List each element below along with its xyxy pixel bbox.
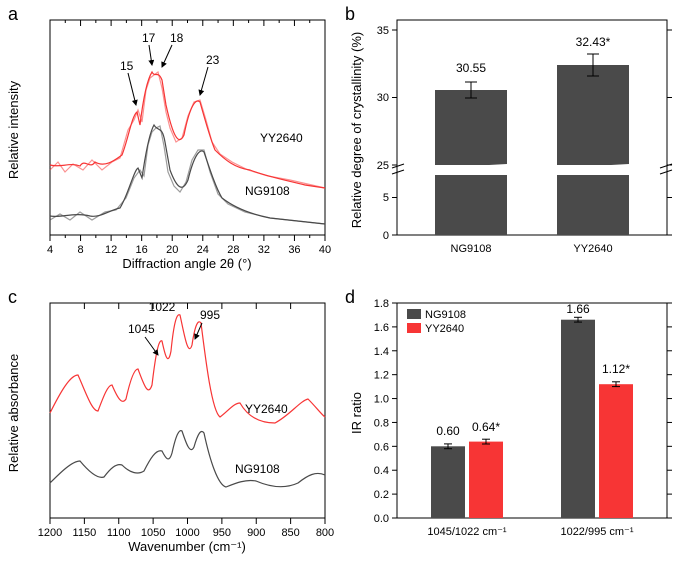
cat-yy: YY2640 xyxy=(573,243,612,255)
svg-text:800: 800 xyxy=(316,527,334,539)
anno-995: 995 xyxy=(200,308,220,322)
panel-b: b xyxy=(345,0,683,283)
svg-text:850: 850 xyxy=(281,527,299,539)
svg-text:40: 40 xyxy=(319,244,331,256)
panel-a-annotations: 15 17 18 23 xyxy=(120,31,220,105)
legend-swatch-yy xyxy=(407,323,421,333)
svg-text:0: 0 xyxy=(383,230,389,242)
svg-text:16: 16 xyxy=(136,244,148,256)
svg-text:0.8: 0.8 xyxy=(374,417,389,429)
anno-17: 17 xyxy=(142,31,156,45)
svg-text:24: 24 xyxy=(197,244,209,256)
label-yy2640-a: YY2640 xyxy=(260,131,303,145)
bar-ng9108 xyxy=(435,82,507,235)
label-ng9108-c: NG9108 xyxy=(235,462,280,476)
panel-a-ylabel: Relative intensity xyxy=(6,80,21,179)
cat-d2: 1022/995 cm⁻¹ xyxy=(560,526,633,538)
bar-yy2640 xyxy=(557,54,629,235)
svg-text:36: 36 xyxy=(288,244,300,256)
arrow-17 xyxy=(149,45,152,65)
anno-1045: 1045 xyxy=(128,322,155,336)
panel-b-label: b xyxy=(345,4,355,25)
panel-c-xaxis: 1200 1150 1100 1050 1000 950 900 850 800 xyxy=(38,303,334,539)
bar-g1-yy xyxy=(469,442,503,518)
svg-text:35: 35 xyxy=(377,25,389,37)
anno-23: 23 xyxy=(206,53,220,67)
svg-text:28: 28 xyxy=(227,244,239,256)
panel-c-xlabel: Wavenumber (cm⁻¹) xyxy=(128,539,246,554)
panel-a-label: a xyxy=(8,4,18,25)
bar-g2-yy xyxy=(599,384,633,518)
cat-d1: 1045/1022 cm⁻¹ xyxy=(427,526,507,538)
cat-ng: NG9108 xyxy=(451,243,492,255)
panel-a-svg: 15 17 18 23 YY2640 NG9108 4 8 12 16 20 24 28 32… xyxy=(0,0,340,283)
svg-text:1000: 1000 xyxy=(175,527,199,539)
anno-18: 18 xyxy=(170,31,184,45)
svg-text:1050: 1050 xyxy=(141,527,165,539)
arrow-23 xyxy=(200,67,208,95)
svg-text:1.8: 1.8 xyxy=(374,298,389,310)
label-yy2640-c: YY2640 xyxy=(245,402,288,416)
arrow-18 xyxy=(162,45,172,67)
panel-d: d 0.0 0.2 0.4 0.6 0.8 1.0 1.2 1.4 1.6 1.8 0.60 0.… xyxy=(345,283,683,566)
legend-yy: YY2640 xyxy=(425,323,464,335)
svg-text:32: 32 xyxy=(258,244,270,256)
svg-text:12: 12 xyxy=(105,244,117,256)
svg-text:0.0: 0.0 xyxy=(374,513,389,525)
svg-text:1100: 1100 xyxy=(107,527,131,539)
svg-text:1.4: 1.4 xyxy=(374,346,389,358)
arrow-1045 xyxy=(145,337,158,355)
svg-text:1.6: 1.6 xyxy=(374,322,389,334)
anno-15: 15 xyxy=(120,59,134,73)
svg-text:900: 900 xyxy=(247,527,265,539)
panel-c-label: c xyxy=(8,287,17,308)
legend-swatch-ng xyxy=(407,309,421,319)
svg-text:20: 20 xyxy=(166,244,178,256)
panel-c-ylabel: Relative absorbance xyxy=(6,354,21,473)
arrow-15 xyxy=(128,73,136,105)
figure: a 15 xyxy=(0,0,685,566)
svg-text:1150: 1150 xyxy=(73,527,97,539)
svg-text:1.2: 1.2 xyxy=(374,370,389,382)
group-1045-1022: 0.60 0.64* xyxy=(431,420,503,518)
svg-text:0.4: 0.4 xyxy=(374,465,389,477)
svg-text:1200: 1200 xyxy=(38,527,62,539)
panel-b-svg: 30.55 32.43* 25 30 35 0 5 xyxy=(345,0,683,283)
label-ng9108-a: NG9108 xyxy=(245,184,290,198)
val-g1-ng: 0.60 xyxy=(436,424,460,438)
svg-text:5: 5 xyxy=(383,192,389,204)
svg-text:1.0: 1.0 xyxy=(374,394,389,406)
val-ng: 30.55 xyxy=(456,61,486,75)
bar-g2-ng xyxy=(561,320,595,518)
panel-c: c 1045 1022 995 YY2640 NG9108 xyxy=(0,283,340,566)
series-yy2640-noise xyxy=(50,72,325,188)
val-g2-yy: 1.12* xyxy=(602,362,630,376)
val-g1-yy: 0.64* xyxy=(472,420,500,434)
svg-text:0.2: 0.2 xyxy=(374,489,389,501)
bar-g1-ng xyxy=(431,446,465,518)
val-g2-ng: 1.66 xyxy=(566,302,590,316)
series-yy2640 xyxy=(50,72,325,188)
panel-b-ylabel: Relative degree of crystallinity (%) xyxy=(349,32,364,229)
svg-text:8: 8 xyxy=(77,244,83,256)
svg-text:25: 25 xyxy=(377,160,389,172)
svg-text:950: 950 xyxy=(213,527,231,539)
svg-text:0.6: 0.6 xyxy=(374,441,389,453)
panel-d-svg: 0.0 0.2 0.4 0.6 0.8 1.0 1.2 1.4 1.6 1.8 0.60 0.64… xyxy=(345,283,683,566)
panel-a: a 15 xyxy=(0,0,340,283)
panel-d-label: d xyxy=(345,287,355,308)
panel-a-xlabel: Diffraction angle 2θ (°) xyxy=(122,256,251,271)
svg-text:30: 30 xyxy=(377,92,389,104)
group-1022-995: 1.66 1.12* xyxy=(561,302,633,518)
val-yy: 32.43* xyxy=(576,35,611,49)
panel-c-svg: 1045 1022 995 YY2640 NG9108 120011501100… xyxy=(0,283,340,566)
series-ng9108-c xyxy=(50,431,325,487)
panel-d-legend: NG9108 YY2640 xyxy=(407,309,466,335)
svg-text:4: 4 xyxy=(47,244,53,256)
legend-ng: NG9108 xyxy=(425,309,466,321)
panel-a-frame xyxy=(50,20,325,235)
panel-d-ylabel: IR ratio xyxy=(349,392,364,434)
